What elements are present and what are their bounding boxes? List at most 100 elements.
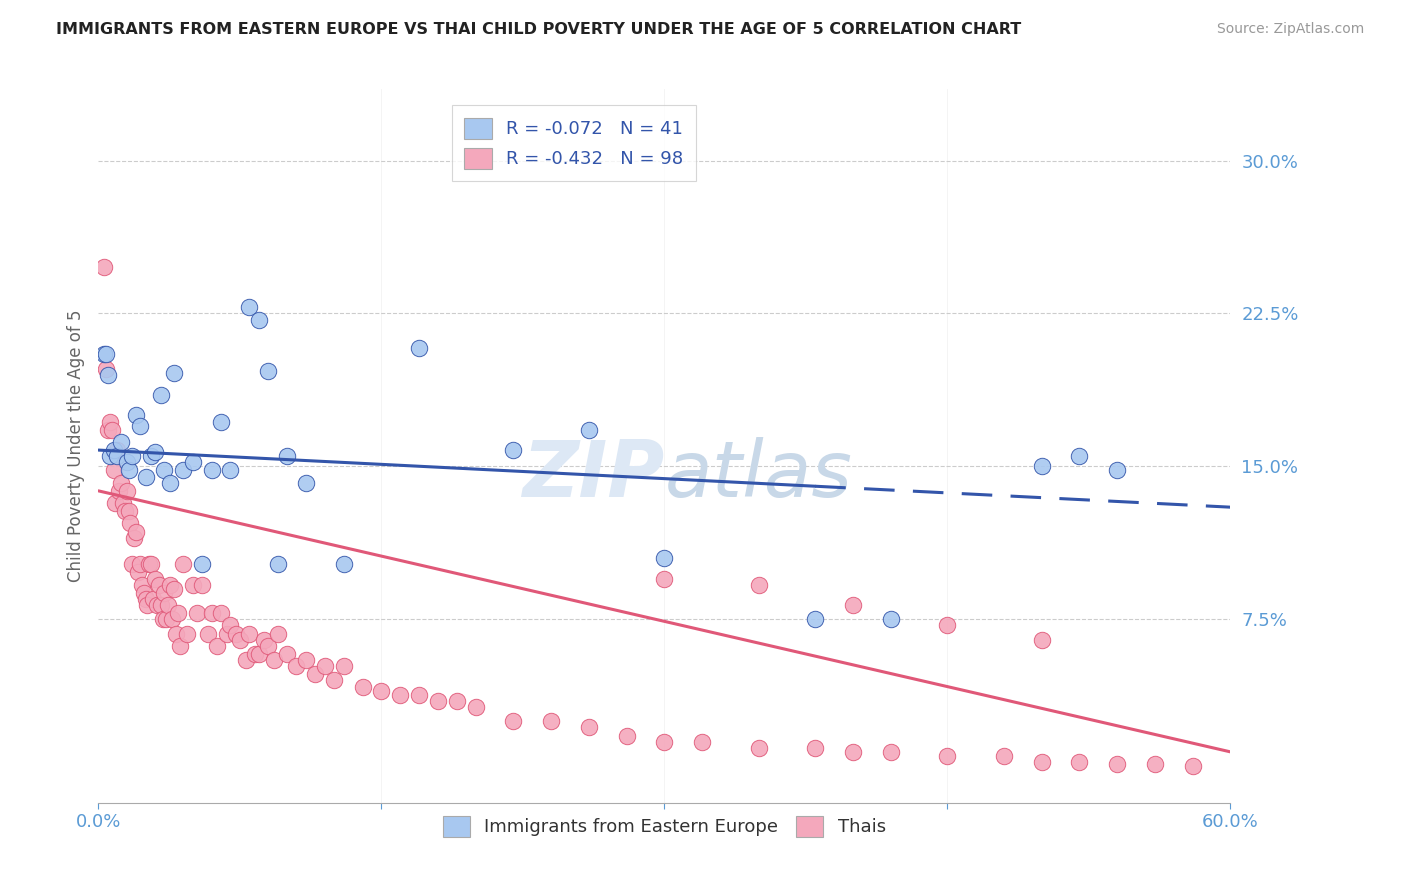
Point bbox=[136, 598, 159, 612]
Point bbox=[427, 694, 450, 708]
Point bbox=[135, 591, 157, 606]
Point bbox=[152, 612, 174, 626]
Point bbox=[295, 475, 318, 490]
Point bbox=[238, 626, 260, 640]
Point bbox=[117, 463, 139, 477]
Point bbox=[304, 667, 326, 681]
Point bbox=[502, 714, 524, 729]
Point bbox=[132, 586, 155, 600]
Point bbox=[143, 572, 166, 586]
Point bbox=[201, 606, 224, 620]
Point bbox=[276, 449, 298, 463]
Point bbox=[1143, 757, 1166, 772]
Point bbox=[121, 449, 143, 463]
Point bbox=[142, 591, 165, 606]
Text: ZIP: ZIP bbox=[522, 436, 665, 513]
Point bbox=[578, 720, 600, 734]
Point bbox=[207, 639, 229, 653]
Point bbox=[131, 577, 153, 591]
Point bbox=[1031, 632, 1053, 647]
Point bbox=[253, 632, 276, 647]
Point bbox=[149, 598, 172, 612]
Point bbox=[114, 504, 136, 518]
Point bbox=[129, 418, 152, 433]
Point bbox=[1069, 755, 1091, 769]
Point bbox=[215, 626, 238, 640]
Point bbox=[804, 740, 827, 755]
Point bbox=[105, 443, 128, 458]
Point bbox=[160, 612, 183, 626]
Point bbox=[247, 647, 270, 661]
Point bbox=[842, 745, 865, 759]
Text: IMMIGRANTS FROM EASTERN EUROPE VS THAI CHILD POVERTY UNDER THE AGE OF 5 CORRELAT: IMMIGRANTS FROM EASTERN EUROPE VS THAI C… bbox=[56, 22, 1022, 37]
Point bbox=[540, 714, 562, 729]
Point bbox=[332, 558, 354, 572]
Point bbox=[157, 598, 180, 612]
Point bbox=[110, 434, 132, 449]
Point bbox=[97, 368, 120, 382]
Point bbox=[209, 415, 232, 429]
Legend: Immigrants from Eastern Europe, Thais: Immigrants from Eastern Europe, Thais bbox=[436, 808, 893, 844]
Point bbox=[219, 618, 242, 632]
Point bbox=[94, 361, 117, 376]
Point bbox=[125, 409, 148, 423]
Point bbox=[93, 347, 115, 361]
Point bbox=[880, 745, 903, 759]
Point bbox=[146, 598, 169, 612]
Point bbox=[108, 483, 131, 498]
Point bbox=[121, 558, 143, 572]
Point bbox=[105, 449, 128, 463]
Point bbox=[201, 463, 224, 477]
Point bbox=[690, 734, 713, 748]
Point bbox=[285, 659, 308, 673]
Point bbox=[165, 626, 187, 640]
Point bbox=[578, 423, 600, 437]
Point bbox=[138, 558, 160, 572]
Point bbox=[842, 598, 865, 612]
Point bbox=[122, 531, 145, 545]
Point bbox=[314, 659, 336, 673]
Point bbox=[1181, 759, 1204, 773]
Point bbox=[266, 558, 288, 572]
Point bbox=[115, 455, 138, 469]
Point bbox=[110, 475, 132, 490]
Point bbox=[149, 388, 172, 402]
Point bbox=[103, 443, 125, 458]
Point bbox=[191, 558, 214, 572]
Point bbox=[159, 475, 181, 490]
Point bbox=[748, 740, 770, 755]
Point bbox=[166, 606, 188, 620]
Point bbox=[243, 647, 266, 661]
Point bbox=[748, 577, 770, 591]
Point bbox=[98, 415, 121, 429]
Point bbox=[148, 577, 170, 591]
Point bbox=[1031, 459, 1053, 474]
Point bbox=[936, 618, 959, 632]
Point bbox=[652, 734, 676, 748]
Point bbox=[266, 626, 288, 640]
Point bbox=[276, 647, 298, 661]
Point bbox=[263, 653, 285, 667]
Point bbox=[104, 496, 127, 510]
Text: Source: ZipAtlas.com: Source: ZipAtlas.com bbox=[1216, 22, 1364, 37]
Point bbox=[238, 301, 260, 315]
Point bbox=[464, 700, 486, 714]
Point bbox=[98, 449, 121, 463]
Point bbox=[408, 688, 430, 702]
Point bbox=[616, 729, 638, 743]
Point bbox=[295, 653, 318, 667]
Point bbox=[181, 577, 204, 591]
Point bbox=[186, 606, 208, 620]
Point bbox=[153, 463, 176, 477]
Point bbox=[332, 659, 354, 673]
Point bbox=[1107, 757, 1129, 772]
Point bbox=[993, 748, 1015, 763]
Point bbox=[408, 341, 430, 355]
Point bbox=[197, 626, 219, 640]
Text: atlas: atlas bbox=[665, 436, 852, 513]
Point bbox=[169, 639, 191, 653]
Point bbox=[117, 504, 139, 518]
Point bbox=[159, 577, 181, 591]
Point bbox=[235, 653, 257, 667]
Point bbox=[323, 673, 346, 688]
